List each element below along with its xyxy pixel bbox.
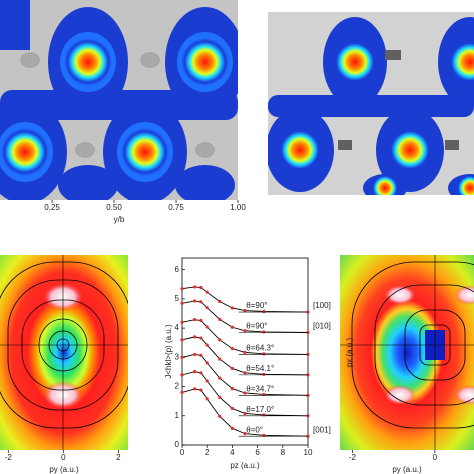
x-tick-label: 0.50 (106, 203, 122, 212)
data-point (193, 318, 197, 322)
data-point (262, 309, 266, 314)
data-point (199, 285, 203, 290)
data-point (243, 432, 247, 436)
data-point (180, 301, 184, 305)
x-axis-label: py (a.u.) (392, 465, 422, 474)
data-point (218, 395, 222, 399)
data-point (218, 338, 222, 342)
data-point (230, 366, 234, 371)
data-point (243, 391, 247, 395)
data-point (193, 335, 197, 339)
map-bottom-right (340, 255, 474, 450)
data-point (230, 346, 234, 351)
data-point (218, 357, 222, 361)
data-point (205, 306, 209, 310)
x-tick-label: 4 (230, 448, 235, 457)
data-point (199, 388, 203, 392)
series-label: θ=90° (246, 301, 267, 310)
x-axis-label: y/b (114, 215, 125, 224)
direction-label: [001] (313, 425, 331, 434)
direction-label: [010] (313, 322, 331, 331)
x-tick-label: 0 (180, 448, 185, 457)
data-point (193, 387, 197, 391)
y-tick-label: 3 (175, 352, 180, 361)
x-tick-label: -2 (349, 453, 357, 462)
map-top-left (0, 0, 238, 200)
series-label: θ=64.3° (246, 344, 274, 353)
y-axis-label: px (a.u.) (345, 337, 354, 367)
data-point (243, 411, 247, 416)
data-point (230, 406, 234, 411)
y-tick-label: 2 (175, 382, 180, 391)
series-label: θ=54.1° (246, 364, 274, 373)
y-tick-label: 4 (175, 323, 180, 332)
data-point (262, 330, 266, 334)
data-point (180, 355, 184, 359)
data-point (205, 325, 209, 329)
y-tick-label: 0 (175, 440, 180, 449)
data-point (218, 299, 222, 304)
data-point (243, 371, 247, 375)
data-point (180, 338, 184, 342)
data-point (262, 352, 266, 356)
data-point (199, 336, 203, 340)
data-point (180, 390, 184, 395)
data-point (205, 361, 209, 365)
data-point (193, 352, 197, 357)
y-tick-label: 6 (175, 265, 180, 274)
data-point (199, 371, 203, 375)
data-point (205, 379, 209, 383)
x-tick-label: 2 (205, 448, 210, 457)
data-point (199, 318, 203, 323)
data-point (230, 426, 234, 430)
x-tick-label: 2 (116, 453, 121, 462)
data-point (199, 353, 203, 357)
x-tick-label: 0.75 (168, 203, 184, 212)
x-tick-label: 0 (433, 453, 438, 462)
series-label: θ=17.0° (246, 405, 274, 414)
data-point (205, 290, 209, 294)
series-label: θ=34.7° (246, 384, 274, 393)
data-point (199, 300, 203, 304)
data-point (180, 320, 184, 324)
x-tick-label: 0 (61, 453, 66, 462)
y-tick-label: 5 (175, 294, 180, 303)
series-label: θ=90° (246, 322, 267, 331)
x-tick-label: 0.25 (44, 203, 60, 212)
data-point (180, 373, 184, 377)
data-point (243, 329, 247, 333)
data-point (218, 317, 222, 321)
map-bottom-left (0, 255, 128, 450)
data-point (262, 372, 266, 376)
data-point (205, 343, 209, 347)
data-point (193, 299, 197, 303)
data-point (243, 350, 247, 354)
series-label: θ=0° (246, 425, 263, 434)
map-top-right (268, 12, 474, 195)
x-tick-label: -2 (5, 453, 13, 462)
data-point (218, 376, 222, 380)
y-axis-label: J<hkl>(p) (a.u.) (164, 324, 173, 379)
data-point (180, 287, 184, 291)
data-point (230, 325, 234, 329)
x-axis-label: pz (a.u.) (230, 461, 260, 470)
y-tick-label: 1 (175, 411, 180, 420)
x-tick-label: 8 (281, 448, 286, 457)
data-point (230, 387, 234, 391)
data-point (205, 397, 209, 401)
data-point (218, 414, 222, 418)
data-point (193, 285, 197, 289)
x-tick-label: 1.00 (230, 203, 246, 212)
x-axis-label: py (a.u.) (49, 465, 79, 474)
data-point (243, 308, 247, 313)
x-tick-label: 6 (255, 448, 260, 457)
data-point (193, 370, 197, 374)
data-point (230, 306, 234, 310)
direction-label: [100] (313, 301, 331, 310)
x-tick-label: 10 (304, 448, 313, 457)
